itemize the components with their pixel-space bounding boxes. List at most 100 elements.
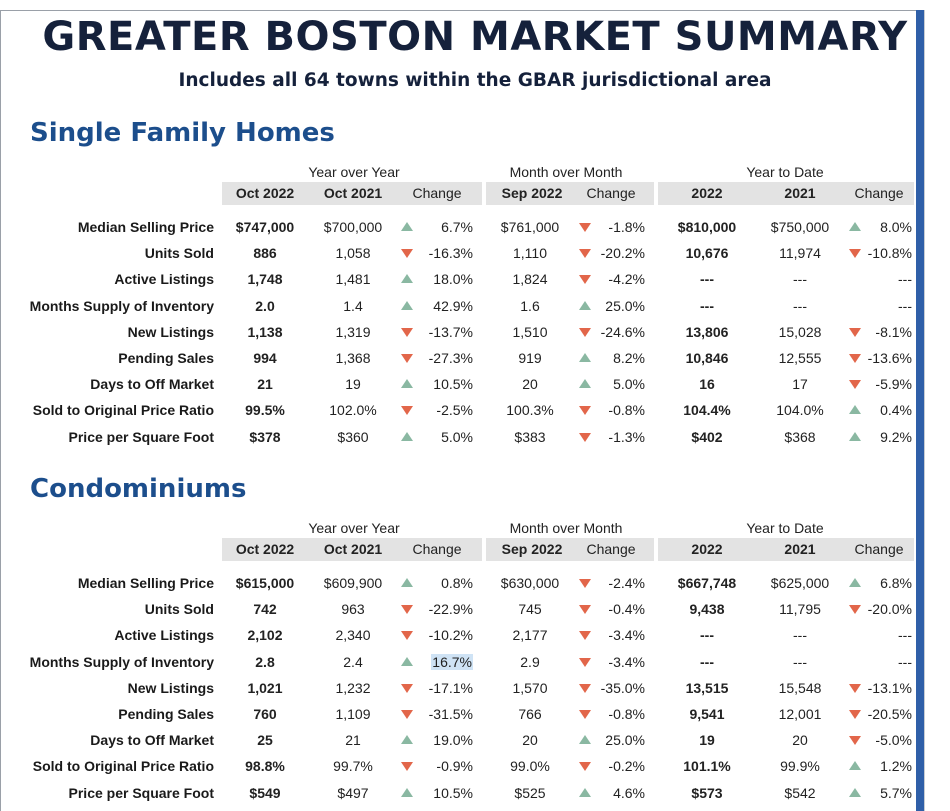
page-border-top — [0, 10, 916, 11]
yoy-change: 10.5% — [433, 784, 473, 801]
column-header-cur: Oct 2022 — [235, 185, 295, 201]
down-arrow-icon — [401, 354, 413, 363]
ytd-change: 5.7% — [880, 784, 912, 801]
mom-change: 4.6% — [613, 784, 645, 801]
up-arrow-icon — [401, 300, 413, 310]
up-arrow-icon — [401, 735, 413, 745]
ytd-current-value: 13,806 — [685, 323, 729, 340]
ytd-prior-value: --- — [793, 297, 807, 314]
down-arrow-icon — [849, 327, 861, 337]
up-arrow-icon — [401, 222, 413, 231]
mom-change: 25.0% — [605, 297, 645, 314]
ytd-prior-value: 12,555 — [778, 350, 822, 366]
column-header-cur: Oct 2022 — [235, 541, 295, 557]
down-arrow-icon — [401, 762, 413, 772]
prior-month-value: 2.9 — [520, 653, 540, 670]
current-value: 1,021 — [247, 679, 283, 696]
yoy-change: 18.0% — [433, 271, 473, 288]
current-value: 886 — [253, 245, 277, 262]
row-label: Months Supply of Inventory — [29, 297, 214, 314]
header-bar — [658, 182, 914, 205]
up-arrow-icon — [579, 787, 591, 797]
prior-month-value: 1,510 — [512, 323, 548, 340]
current-value: 1,138 — [247, 323, 283, 340]
table-row: Pending Sales 760 1,109 -31.5% 766 -0.8% 9,541… — [0, 701, 916, 727]
table-row: Days to Off Market 25 21 19.0% 20 25.0% 19 20 -5… — [0, 727, 916, 753]
mom-change: -0.4% — [608, 601, 645, 618]
ytd-current-value: $810,000 — [677, 219, 737, 235]
table-row: Sold to Original Price Ratio 99.5% 102.0% -… — [0, 397, 916, 423]
header-bar — [658, 538, 914, 561]
up-arrow-icon — [401, 379, 413, 389]
prior-year-value: 1,368 — [335, 350, 371, 366]
yoy-change: 10.5% — [433, 376, 473, 393]
table-row: Active Listings 1,748 1,481 18.0% 1,824 -4.2%… — [0, 266, 916, 292]
prior-year-value: $609,900 — [323, 575, 383, 591]
ytd-current-value: 9,541 — [689, 706, 725, 722]
down-arrow-icon — [849, 736, 861, 746]
table-row: New Listings 1,138 1,319 -13.7% 1,510 -24.6% 1… — [0, 319, 916, 345]
prior-month-value: 20 — [522, 376, 538, 393]
row-label: Active Listings — [114, 271, 214, 288]
column-group-mom: Month over Month — [509, 164, 623, 180]
down-arrow-icon — [579, 249, 591, 259]
prior-month-value: $630,000 — [500, 575, 560, 591]
table-row: Median Selling Price $615,000 $609,900 0.8%… — [0, 570, 916, 596]
ytd-current-value: $667,748 — [677, 575, 737, 591]
yoy-change: 5.0% — [441, 428, 473, 445]
prior-year-value: $360 — [337, 428, 369, 445]
down-arrow-icon — [401, 683, 413, 693]
ytd-prior-value: 99.9% — [780, 758, 820, 775]
down-arrow-icon — [849, 683, 861, 693]
ytd-change: 6.8% — [880, 575, 912, 591]
ytd-prior-value: 11,974 — [779, 245, 821, 262]
current-value: $747,000 — [235, 219, 295, 235]
down-arrow-icon — [579, 406, 591, 416]
down-arrow-icon — [401, 710, 413, 719]
up-arrow-icon — [849, 578, 861, 587]
prior-month-value: $761,000 — [500, 219, 560, 235]
prior-year-value: 963 — [341, 601, 365, 618]
column-header-change2: Change — [586, 541, 636, 557]
prior-year-value: 2,340 — [335, 627, 371, 644]
ytd-prior-value: 12,001 — [778, 706, 822, 722]
header-bar — [486, 538, 654, 561]
down-arrow-icon — [849, 354, 861, 363]
current-value: 760 — [253, 706, 277, 722]
row-label: New Listings — [127, 323, 214, 340]
row-label: Sold to Original Price Ratio — [32, 758, 214, 775]
yoy-change: 19.0% — [433, 732, 473, 749]
up-arrow-icon — [849, 787, 861, 797]
row-label: Price per Square Foot — [68, 784, 214, 801]
ytd-change: -13.6% — [867, 350, 912, 366]
current-value: 25 — [257, 732, 273, 749]
prior-month-value: 1,824 — [512, 271, 548, 288]
highlighted-value: 16.7% — [431, 653, 473, 670]
down-arrow-icon — [579, 275, 591, 285]
ytd-current-value: --- — [700, 627, 714, 644]
yoy-change: 16.7% — [420, 649, 473, 675]
prior-year-value: 2.4 — [343, 653, 363, 670]
yoy-change: -13.7% — [428, 323, 473, 340]
current-value: 1,748 — [247, 271, 283, 288]
right-edge-line — [924, 10, 925, 811]
page-title: GREATER BOSTON MARKET SUMMARY — [42, 14, 908, 60]
prior-year-value: 1,232 — [335, 679, 371, 696]
section-title: Condominiums — [30, 474, 247, 504]
column-header-change2: Change — [586, 185, 636, 201]
header-bar — [222, 538, 482, 561]
down-arrow-icon — [849, 380, 861, 390]
prior-month-value: 2,177 — [512, 627, 548, 644]
up-arrow-icon — [579, 353, 591, 362]
row-label: New Listings — [127, 679, 214, 696]
prior-year-value: 1.4 — [343, 297, 363, 314]
down-arrow-icon — [579, 579, 591, 588]
column-group-ytd: Year to Date — [746, 520, 824, 536]
yoy-change: -22.9% — [428, 601, 473, 618]
row-label: Pending Sales — [118, 350, 214, 366]
table-row: Pending Sales 994 1,368 -27.3% 919 8.2% 10,846… — [0, 345, 916, 371]
ytd-prior-value: $368 — [784, 428, 816, 445]
current-value: 742 — [253, 601, 277, 618]
up-arrow-icon — [849, 222, 861, 231]
mom-change: -1.8% — [608, 219, 645, 235]
